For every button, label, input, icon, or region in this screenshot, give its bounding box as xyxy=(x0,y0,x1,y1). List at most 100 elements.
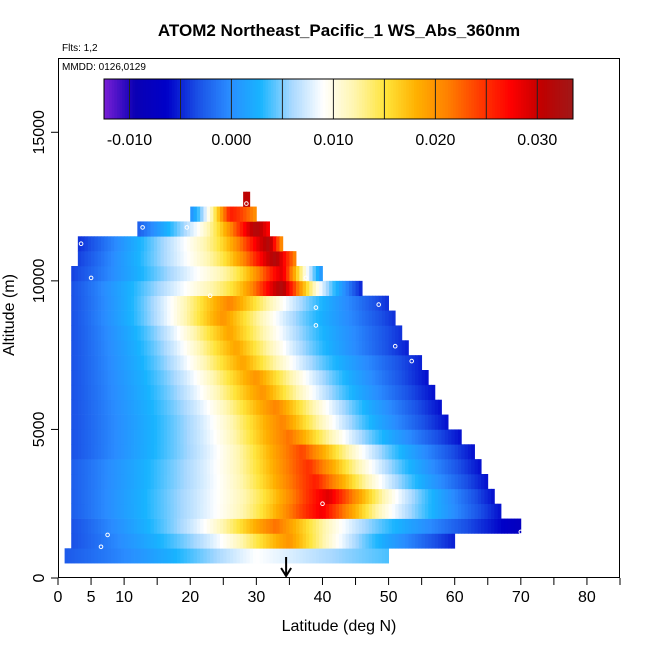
heatmap-cell xyxy=(391,518,396,534)
heatmap-cell xyxy=(196,444,201,460)
heatmap-cell xyxy=(319,340,323,356)
heatmap-cell xyxy=(348,533,353,549)
heatmap-cell xyxy=(385,503,389,519)
sample-point xyxy=(376,302,382,307)
heatmap-cell xyxy=(233,206,237,222)
heatmap-cell xyxy=(352,370,356,386)
heatmap-cell xyxy=(180,474,185,490)
heatmap-cell xyxy=(299,310,304,326)
heatmap-cell xyxy=(170,340,175,356)
heatmap-cell xyxy=(200,548,204,564)
heatmap-cell xyxy=(302,518,307,534)
heatmap-cell xyxy=(256,399,261,415)
heatmap-cell xyxy=(124,399,128,415)
heatmap-cell xyxy=(434,503,439,519)
heatmap-cell xyxy=(94,548,99,564)
heatmap-cell xyxy=(484,488,489,505)
heatmap-cell xyxy=(153,399,158,415)
heatmap-cell xyxy=(200,488,204,505)
heatmap-cell xyxy=(233,444,237,460)
heatmap-cell xyxy=(355,325,360,341)
heatmap-cell xyxy=(411,355,416,371)
heatmap-cell xyxy=(203,474,208,490)
colorbar-swatch xyxy=(570,79,574,119)
heatmap-cell xyxy=(216,429,221,445)
heatmap-cell xyxy=(309,295,313,311)
heatmap-cell xyxy=(302,459,307,475)
heatmap-cell xyxy=(157,370,161,386)
heatmap-cell xyxy=(375,340,380,356)
heatmap-cell xyxy=(256,295,261,311)
heatmap-cell xyxy=(100,370,105,386)
heatmap-cell xyxy=(253,310,257,326)
heatmap-cell xyxy=(206,518,211,534)
heatmap-cell xyxy=(272,429,277,445)
heatmap-cell xyxy=(339,295,343,311)
heatmap-cell xyxy=(107,548,112,564)
heatmap-cell xyxy=(190,488,194,505)
heatmap-cell xyxy=(309,474,313,490)
heatmap-cell xyxy=(107,325,112,341)
heatmap-cell xyxy=(77,548,82,564)
heatmap-cell xyxy=(464,459,469,475)
heatmap-cell xyxy=(259,221,264,237)
heatmap-cell xyxy=(186,355,191,371)
colorbar-swatch xyxy=(221,79,225,119)
heatmap-cell xyxy=(186,221,191,237)
heatmap-cell xyxy=(282,444,287,460)
heatmap-cell xyxy=(130,280,135,297)
heatmap-cell xyxy=(183,340,188,356)
heatmap-cell xyxy=(143,518,148,534)
heatmap-cell xyxy=(157,384,161,401)
heatmap-cell xyxy=(296,310,300,326)
heatmap-cell xyxy=(167,488,171,505)
heatmap-cell xyxy=(401,474,406,490)
colorbar-swatch xyxy=(473,79,477,119)
heatmap-cell xyxy=(362,340,366,356)
heatmap-cell xyxy=(127,340,132,356)
colorbar-tick-label: -0.010 xyxy=(107,132,152,149)
heatmap-cell xyxy=(312,474,317,490)
heatmap-cell xyxy=(190,295,194,311)
heatmap-cell xyxy=(286,266,290,282)
heatmap-cell xyxy=(203,355,208,371)
heatmap-cell xyxy=(266,325,270,341)
heatmap-cell xyxy=(100,474,105,490)
heatmap-cell xyxy=(84,280,89,297)
heatmap-cell xyxy=(339,384,343,401)
heatmap-cell xyxy=(84,429,89,445)
heatmap-cell xyxy=(385,325,389,341)
heatmap-cell xyxy=(428,488,432,505)
heatmap-cell xyxy=(362,355,366,371)
heatmap-cell xyxy=(64,548,69,564)
heatmap-cell xyxy=(272,414,277,430)
heatmap-cell xyxy=(180,266,185,282)
heatmap-cell xyxy=(372,384,376,401)
heatmap-cell xyxy=(368,429,373,445)
heatmap-cell xyxy=(315,429,320,445)
heatmap-cell xyxy=(481,474,485,490)
colorbar-swatch xyxy=(197,79,201,119)
heatmap-cell xyxy=(226,399,231,415)
heatmap-cell xyxy=(249,280,254,297)
heatmap-cell xyxy=(388,444,393,460)
heatmap-cell xyxy=(415,503,419,519)
heatmap-cell xyxy=(160,310,165,326)
heatmap-cell xyxy=(279,384,284,401)
heatmap-cell xyxy=(305,266,310,282)
heatmap-cell xyxy=(418,459,423,475)
heatmap-cell xyxy=(124,355,128,371)
heatmap-cell xyxy=(229,221,234,237)
heatmap-cell xyxy=(352,548,356,564)
heatmap-cell xyxy=(296,266,300,282)
heatmap-cell xyxy=(428,518,432,534)
heatmap-cell xyxy=(315,474,320,490)
heatmap-cell xyxy=(239,355,244,371)
heatmap-cell xyxy=(140,548,145,564)
heatmap-cell xyxy=(84,355,89,371)
heatmap-cell xyxy=(302,280,307,297)
heatmap-cell xyxy=(378,548,383,564)
heatmap-cell xyxy=(398,325,403,341)
heatmap-cell xyxy=(424,399,429,415)
heatmap-cell xyxy=(401,414,406,430)
